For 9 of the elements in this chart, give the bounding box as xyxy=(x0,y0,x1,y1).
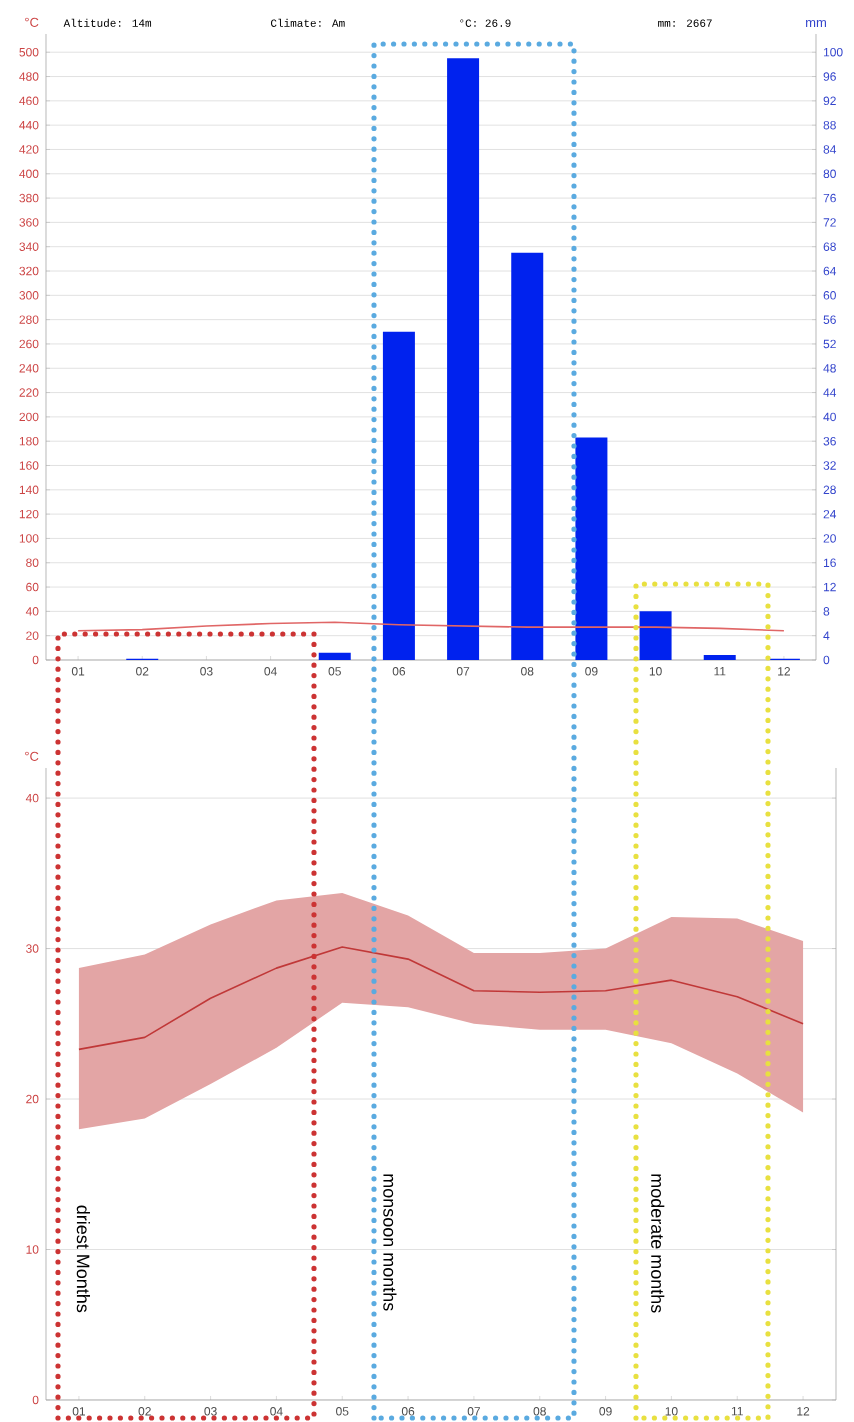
annotation: monsoon months xyxy=(383,1174,397,1311)
bar xyxy=(318,652,351,660)
bar xyxy=(382,331,415,660)
bar xyxy=(511,252,544,660)
bar xyxy=(639,611,672,660)
bar xyxy=(575,437,608,660)
bar xyxy=(447,58,480,660)
annotation: moderate months xyxy=(651,1174,665,1313)
annotation: driest Months xyxy=(76,1205,90,1313)
